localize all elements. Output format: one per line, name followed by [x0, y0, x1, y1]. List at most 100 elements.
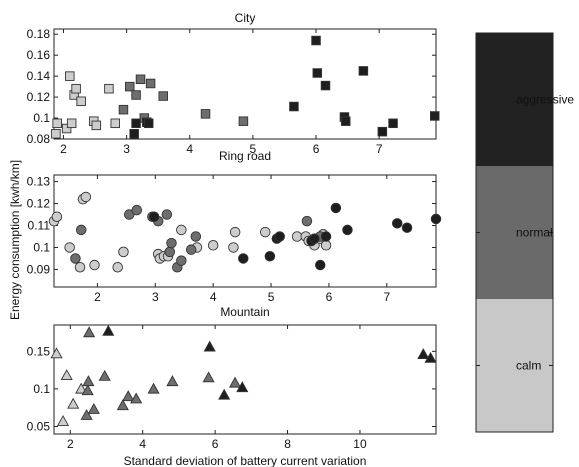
data-point-calm	[176, 224, 187, 236]
data-point-aggressive	[238, 253, 249, 264]
data-point-aggressive	[320, 80, 331, 91]
series-aggressive	[102, 324, 437, 400]
data-point-calm	[61, 123, 72, 134]
data-point-aggressive	[274, 231, 285, 242]
data-point-normal	[87, 402, 100, 414]
series-normal	[70, 204, 326, 273]
series-calm	[48, 191, 332, 273]
data-point-calm	[67, 397, 80, 409]
data-point-normal	[98, 369, 111, 381]
y-tick-label: 0.05	[27, 419, 51, 433]
data-point-aggressive	[314, 259, 326, 271]
data-point-normal	[301, 215, 313, 227]
data-point-calm	[56, 414, 70, 426]
y-tick-label: 0.16	[27, 48, 51, 62]
data-point-calm	[91, 120, 102, 131]
data-point-calm	[60, 369, 73, 381]
data-point-aggressive	[203, 340, 216, 352]
colorbar-segment-normal	[476, 166, 553, 299]
data-point-calm	[51, 129, 61, 139]
data-point-calm	[320, 240, 332, 251]
x-tick-label: 7	[383, 290, 390, 304]
y-tick-label: 0.09	[27, 262, 51, 276]
data-point-aggressive	[424, 351, 437, 363]
data-point-calm	[51, 211, 63, 222]
x-tick-label: 6	[212, 437, 219, 451]
data-point-normal	[75, 224, 87, 236]
data-point-normal	[166, 375, 179, 387]
colorbar: aggressive normal calm	[475, 32, 574, 433]
data-point-normal	[83, 326, 96, 338]
axis-box	[53, 174, 437, 288]
data-point-aggressive	[102, 324, 115, 336]
data-point-aggressive	[143, 118, 154, 129]
colorbar-segment-aggressive	[476, 33, 553, 166]
series-normal	[80, 326, 242, 420]
data-point-calm	[50, 347, 63, 359]
data-point-normal	[176, 255, 187, 266]
chart-title: City	[235, 11, 256, 25]
x-tick-label: 3	[123, 142, 130, 156]
battery-panel: 2 4 6 8 10 0.05 0.1 0.15 Standard deviation of b…	[27, 324, 437, 467]
x-tick-label: 10	[353, 437, 367, 451]
data-point-calm	[207, 240, 219, 251]
data-point-aggressive	[131, 118, 141, 129]
x-tick-label: 5	[250, 142, 257, 156]
data-point-calm	[229, 226, 241, 238]
data-point-aggressive	[236, 381, 249, 393]
y-tick-label: 0.1	[33, 382, 50, 396]
data-point-normal	[80, 408, 93, 420]
data-point-calm	[110, 118, 120, 129]
data-point-calm	[260, 226, 271, 238]
y-axis-label: Energy consumption [kwh/km]	[8, 160, 22, 320]
y-tick-label: 0.08	[27, 132, 51, 146]
data-point-calm	[66, 118, 77, 129]
data-point-aggressive	[417, 348, 430, 360]
data-point-calm	[71, 83, 81, 94]
data-point-normal	[116, 399, 129, 411]
data-point-calm	[65, 71, 75, 81]
y-tick-label: 0.15	[27, 344, 51, 358]
x-axis-label: Standard deviation of battery current va…	[124, 454, 367, 467]
x-tick-label: 7	[376, 142, 383, 156]
data-point-calm	[291, 231, 303, 242]
data-point-aggressive	[330, 202, 342, 214]
data-point-normal	[228, 376, 242, 388]
series-normal	[118, 74, 249, 126]
data-point-normal	[164, 246, 176, 258]
x-tick-label: 5	[268, 290, 275, 304]
data-point-normal	[145, 78, 156, 89]
data-point-aggressive	[289, 101, 299, 112]
data-point-normal	[131, 90, 141, 100]
series-calm	[51, 71, 120, 139]
data-point-normal	[238, 116, 249, 126]
data-point-normal	[118, 104, 129, 115]
axis-box	[53, 324, 437, 435]
x-tick-label: 2	[67, 437, 74, 451]
data-point-calm	[104, 83, 114, 94]
data-point-normal	[166, 237, 177, 249]
x-tick-label: 4	[139, 437, 146, 451]
data-point-normal	[70, 253, 81, 264]
y-tick-label: 0.1	[33, 111, 50, 125]
data-point-aggressive	[388, 118, 398, 129]
data-point-aggressive	[312, 68, 323, 78]
data-point-normal	[130, 392, 143, 404]
series-aggressive	[148, 202, 442, 271]
x-tick-label: 4	[210, 290, 217, 304]
colorbar-frame	[475, 32, 554, 433]
data-point-aggressive	[377, 126, 388, 137]
x-axis-label: Mountain	[220, 305, 269, 319]
series-aggressive	[129, 35, 440, 139]
data-point-calm	[228, 242, 239, 253]
y-tick-label: 0.13	[27, 175, 51, 189]
series-calm	[50, 347, 88, 426]
y-tick-label: 0.18	[27, 27, 51, 41]
data-point-aggressive	[429, 111, 440, 121]
data-point-calm	[64, 242, 75, 253]
x-tick-label: 3	[152, 290, 159, 304]
mountain-panel: 2 3 4 5 6 7 0.09 0.1 0.11 0.12 0.13 Mountain	[27, 174, 442, 319]
x-tick-label: 6	[326, 290, 333, 304]
y-tick-label: 0.11	[28, 219, 51, 233]
